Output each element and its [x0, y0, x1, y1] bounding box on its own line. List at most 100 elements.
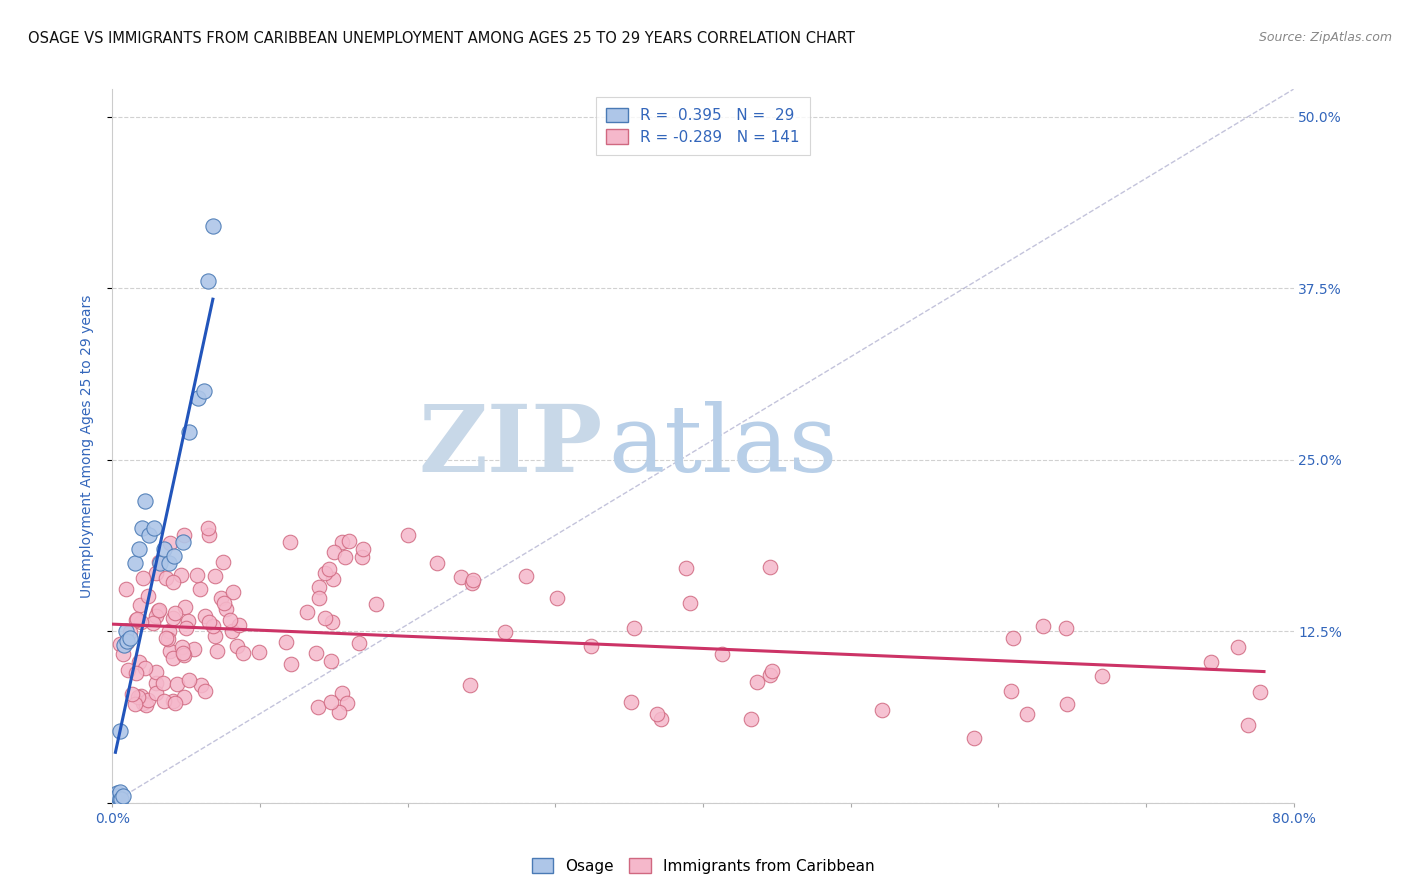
Point: [352, 541, 374, 556]
Point: [157, 632, 180, 647]
Point: [138, 528, 160, 542]
Point: [163, 606, 186, 620]
Point: [159, 535, 181, 549]
Point: [307, 700, 329, 714]
Point: [125, 613, 148, 627]
Point: [197, 274, 219, 288]
Point: [134, 661, 156, 675]
Point: [337, 534, 360, 549]
Point: [221, 624, 243, 638]
Point: [321, 615, 343, 629]
Point: [127, 690, 149, 705]
Point: [194, 683, 217, 698]
Point: [194, 609, 217, 624]
Point: [350, 549, 373, 564]
Point: [132, 571, 155, 585]
Text: OSAGE VS IMMIGRANTS FROM CARIBBEAN UNEMPLOYMENT AMONG AGES 25 TO 29 YEARS CORREL: OSAGE VS IMMIGRANTS FROM CARIBBEAN UNEMP…: [28, 31, 855, 46]
Text: ZIP: ZIP: [419, 401, 603, 491]
Point: [276, 634, 298, 648]
Point: [125, 611, 148, 625]
Point: [105, 789, 128, 803]
Point: [645, 706, 668, 721]
Point: [214, 596, 236, 610]
Point: [228, 618, 250, 632]
Point: [1249, 684, 1271, 698]
Point: [364, 597, 387, 611]
Text: atlas: atlas: [609, 401, 838, 491]
Point: [218, 614, 240, 628]
Point: [115, 582, 138, 597]
Point: [108, 724, 131, 739]
Point: [623, 621, 645, 635]
Point: [461, 576, 484, 591]
Point: [1226, 640, 1249, 655]
Point: [142, 521, 165, 535]
Point: [679, 596, 702, 610]
Point: [128, 656, 150, 670]
Point: [740, 712, 762, 726]
Point: [107, 789, 129, 803]
Point: [118, 624, 141, 639]
Point: [128, 599, 150, 613]
Point: [135, 698, 157, 712]
Point: [115, 634, 138, 648]
Point: [145, 609, 167, 624]
Point: [304, 646, 326, 660]
Point: [162, 651, 184, 665]
Point: [111, 647, 134, 661]
Point: [131, 521, 153, 535]
Point: [1015, 706, 1038, 721]
Point: [215, 601, 238, 615]
Point: [134, 494, 156, 508]
Point: [170, 640, 193, 655]
Point: [870, 703, 893, 717]
Point: [136, 589, 159, 603]
Point: [515, 569, 537, 583]
Point: [675, 561, 697, 575]
Point: [232, 646, 254, 660]
Point: [145, 676, 167, 690]
Point: [173, 690, 195, 704]
Point: [323, 545, 346, 559]
Point: [579, 640, 602, 654]
Point: [176, 614, 198, 628]
Point: [222, 585, 245, 599]
Point: [153, 693, 176, 707]
Point: [114, 624, 136, 639]
Point: [225, 640, 247, 654]
Point: [759, 560, 782, 574]
Legend: R =  0.395   N =  29, R = -0.289   N = 141: R = 0.395 N = 29, R = -0.289 N = 141: [596, 97, 810, 155]
Point: [162, 611, 184, 625]
Point: [110, 791, 132, 805]
Point: [121, 687, 143, 701]
Point: [201, 219, 224, 234]
Point: [125, 665, 148, 680]
Point: [461, 573, 484, 587]
Point: [149, 556, 172, 570]
Legend: Osage, Immigrants from Caribbean: Osage, Immigrants from Caribbean: [526, 852, 880, 880]
Point: [209, 591, 232, 605]
Point: [176, 621, 198, 635]
Point: [162, 575, 184, 590]
Point: [330, 686, 353, 700]
Point: [204, 629, 226, 643]
Point: [1201, 655, 1223, 669]
Point: [179, 425, 201, 440]
Point: [328, 705, 350, 719]
Point: [117, 663, 139, 677]
Point: [104, 791, 127, 805]
Point: [173, 528, 195, 542]
Point: [166, 677, 188, 691]
Point: [349, 636, 371, 650]
Point: [458, 678, 481, 692]
Point: [187, 391, 209, 405]
Point: [145, 566, 167, 580]
Point: [124, 698, 146, 712]
Point: [146, 604, 169, 618]
Point: [159, 643, 181, 657]
Point: [396, 528, 419, 542]
Point: [142, 615, 165, 630]
Point: [163, 549, 186, 563]
Point: [183, 642, 205, 657]
Point: [295, 605, 318, 619]
